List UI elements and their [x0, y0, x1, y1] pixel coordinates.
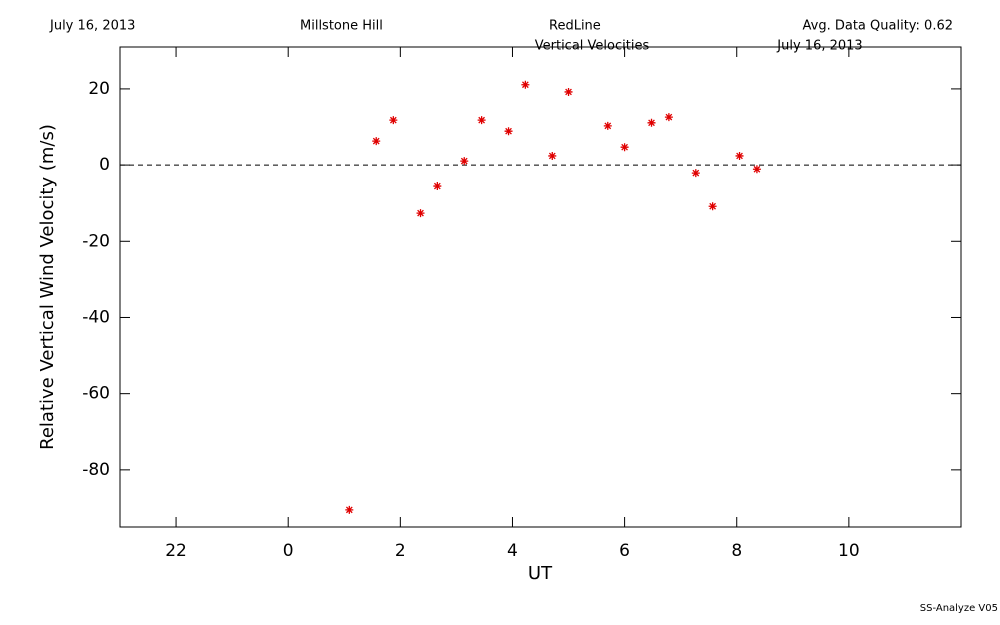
data-point [564, 87, 573, 96]
y-tick-label: -20 [82, 231, 110, 251]
data-point [735, 151, 744, 160]
data-point [460, 157, 469, 166]
data-point [345, 505, 354, 514]
data-point [620, 143, 629, 152]
data-point [477, 116, 486, 125]
data-point [548, 151, 557, 160]
data-point [603, 121, 612, 130]
x-tick-label: 22 [165, 541, 187, 561]
y-tick-label: 20 [88, 79, 110, 99]
data-point [521, 80, 530, 89]
y-axis-title: Relative Vertical Wind Velocity (m/s) [37, 124, 58, 450]
data-point [433, 182, 442, 191]
x-tick-label: 0 [283, 541, 294, 561]
header-site: Millstone Hill [300, 19, 383, 34]
x-tick-label: 8 [731, 541, 742, 561]
x-tick-label: 2 [395, 541, 406, 561]
data-point [752, 165, 761, 174]
data-point [389, 116, 398, 125]
header-date: July 16, 2013 [49, 19, 135, 34]
x-tick-label: 6 [619, 541, 630, 561]
footer: SS-Analyze V05 [920, 603, 998, 614]
x-tick-label: 4 [507, 541, 518, 561]
header-quality: Avg. Data Quality: 0.62 [803, 19, 953, 34]
x-axis-title: UT [528, 563, 553, 584]
x-tick-label: 10 [838, 541, 860, 561]
data-point [647, 118, 656, 127]
data-point [691, 169, 700, 178]
y-tick-label: 0 [99, 155, 110, 175]
chart-title: Vertical Velocities [535, 39, 650, 54]
y-tick-label: -40 [82, 307, 110, 327]
data-point [504, 127, 513, 136]
data-point [416, 209, 425, 218]
y-tick-label: -80 [82, 460, 110, 480]
data-point [708, 202, 717, 211]
header-line: RedLine [549, 19, 601, 34]
data-point [372, 137, 381, 146]
plot-frame [119, 46, 962, 528]
y-tick-label: -60 [82, 384, 110, 404]
chart-subtitle: July 16, 2013 [776, 39, 862, 54]
data-point [664, 113, 673, 122]
